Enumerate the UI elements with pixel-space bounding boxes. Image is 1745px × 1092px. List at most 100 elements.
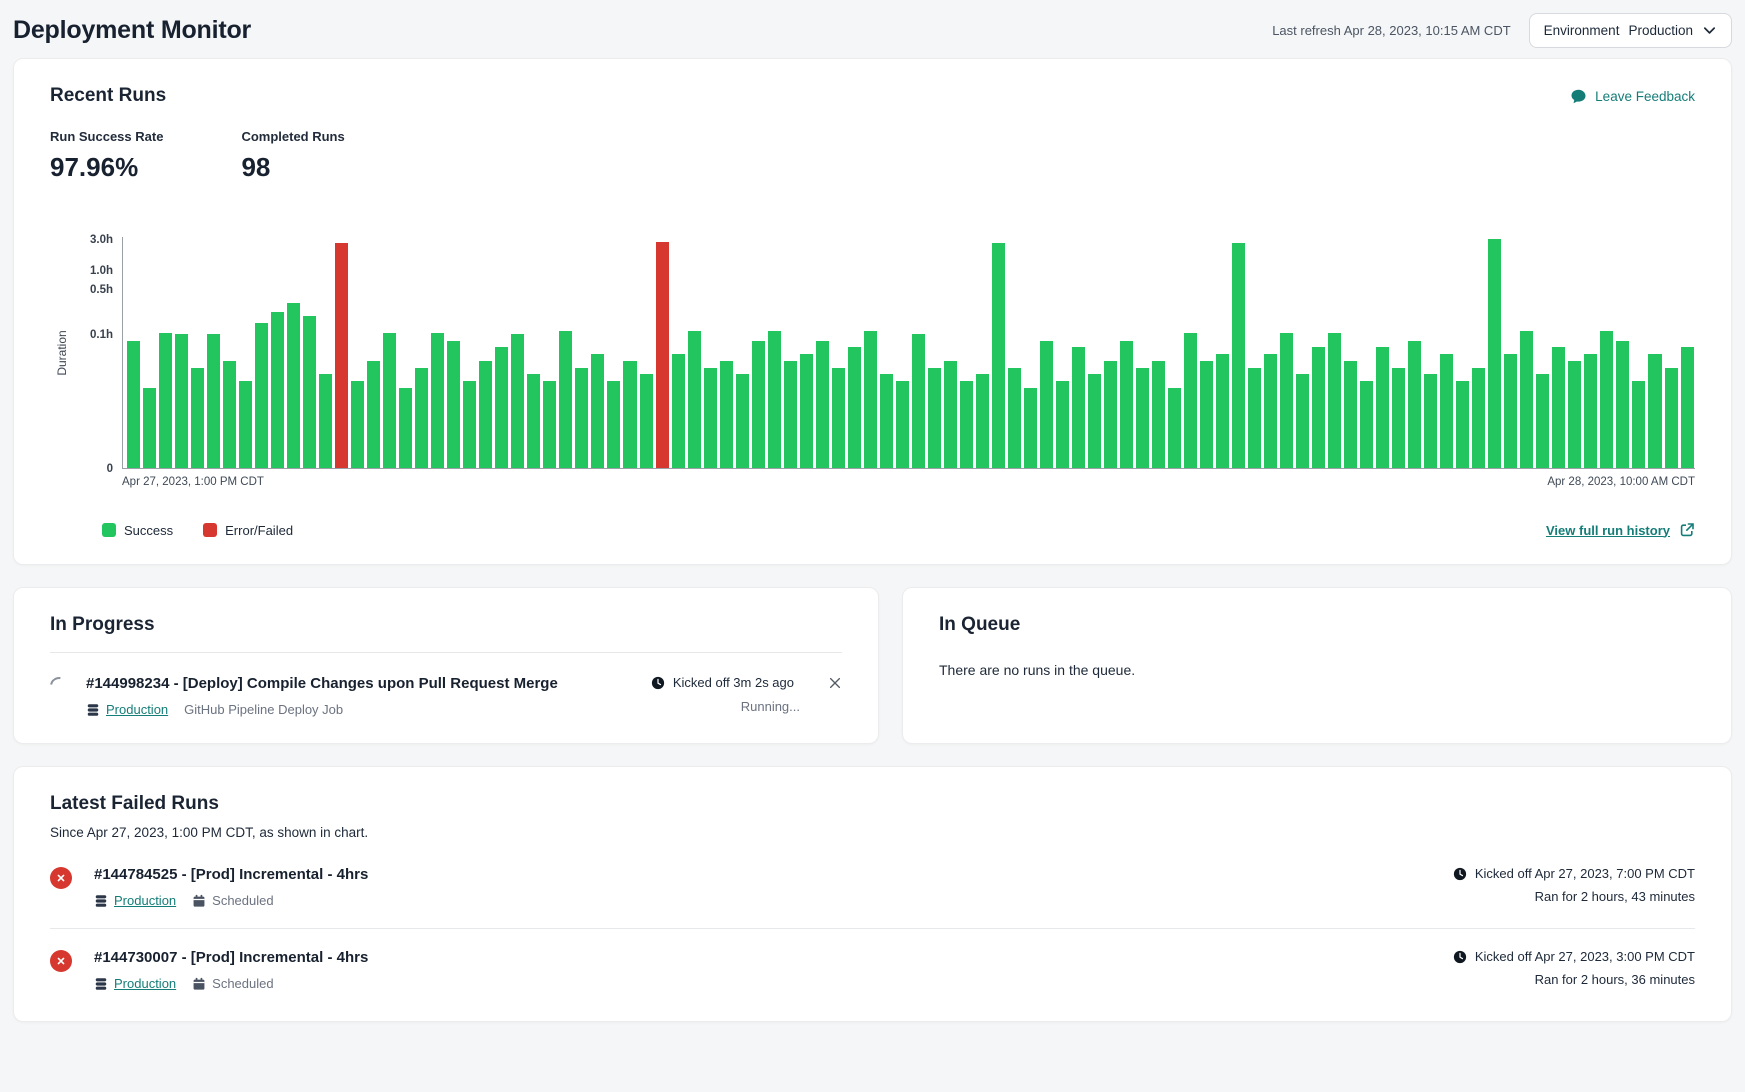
run-bar-success[interactable] <box>207 334 221 468</box>
run-bar-success[interactable] <box>495 347 509 468</box>
run-bar-success[interactable] <box>991 243 1005 468</box>
close-icon[interactable] <box>828 676 842 690</box>
run-bar-success[interactable] <box>1103 360 1117 468</box>
run-bar-success[interactable] <box>143 387 157 468</box>
run-bar-success[interactable] <box>879 374 893 468</box>
run-bar-success[interactable] <box>1344 360 1358 468</box>
run-bar-success[interactable] <box>1520 331 1534 468</box>
run-bar-success[interactable] <box>543 380 557 468</box>
run-bar-success[interactable] <box>815 340 829 468</box>
run-bar-success[interactable] <box>463 380 477 468</box>
run-bar-success[interactable] <box>831 367 845 468</box>
run-bar-success[interactable] <box>1296 374 1310 468</box>
run-bar-success[interactable] <box>911 334 925 468</box>
run-bar-success[interactable] <box>1023 387 1037 468</box>
run-bar-success[interactable] <box>1392 367 1406 468</box>
run-bar-success[interactable] <box>1648 354 1662 468</box>
run-bar-success[interactable] <box>1184 332 1198 468</box>
run-bar-success[interactable] <box>895 380 909 468</box>
run-bar-success[interactable] <box>1312 347 1326 468</box>
run-bar-success[interactable] <box>1119 340 1133 468</box>
environment-tag[interactable]: Production <box>94 976 176 991</box>
run-bar-success[interactable] <box>1360 380 1374 468</box>
run-bar-success[interactable] <box>1232 242 1246 468</box>
run-bar-success[interactable] <box>1248 367 1262 468</box>
run-bar-success[interactable] <box>559 331 573 468</box>
run-bar-success[interactable] <box>687 331 701 468</box>
run-bar-success[interactable] <box>1424 374 1438 468</box>
run-bar-success[interactable] <box>1504 354 1518 468</box>
run-bar-success[interactable] <box>1632 380 1646 468</box>
run-bar-success[interactable] <box>271 312 285 468</box>
run-bar-success[interactable] <box>1328 332 1342 468</box>
run-bar-success[interactable] <box>943 360 957 468</box>
run-name[interactable]: #144730007 - [Prod] Incremental - 4hrs <box>94 949 369 966</box>
run-bar-success[interactable] <box>1600 331 1614 468</box>
run-bar-success[interactable] <box>959 380 973 468</box>
run-bar-success[interactable] <box>223 360 237 468</box>
run-bar-success[interactable] <box>767 331 781 468</box>
run-bar-success[interactable] <box>1568 360 1582 468</box>
run-bar-success[interactable] <box>511 334 525 468</box>
run-bar-error[interactable] <box>335 243 349 468</box>
run-bar-success[interactable] <box>1552 347 1566 468</box>
view-full-run-history-link[interactable]: View full run history <box>1546 522 1695 538</box>
environment-link[interactable]: Production <box>106 702 169 717</box>
run-bar-success[interactable] <box>671 354 685 468</box>
run-bar-success[interactable] <box>639 374 653 468</box>
run-bar-success[interactable] <box>1264 354 1278 468</box>
run-bar-success[interactable] <box>863 331 877 468</box>
run-name[interactable]: #144784525 - [Prod] Incremental - 4hrs <box>94 866 369 883</box>
environment-selector[interactable]: Environment Production <box>1528 13 1732 48</box>
run-bar-success[interactable] <box>975 374 989 468</box>
run-bar-success[interactable] <box>735 374 749 468</box>
run-bar-success[interactable] <box>383 332 397 468</box>
run-bar-success[interactable] <box>1152 360 1166 468</box>
run-bar-success[interactable] <box>175 334 189 468</box>
environment-tag[interactable]: Production <box>86 702 168 717</box>
run-bar-success[interactable] <box>1488 239 1502 468</box>
run-bar-success[interactable] <box>1071 347 1085 468</box>
run-bar-error[interactable] <box>655 242 669 468</box>
run-bar-success[interactable] <box>1039 340 1053 468</box>
run-bar-success[interactable] <box>1584 354 1598 468</box>
run-bar-success[interactable] <box>1456 380 1470 468</box>
run-bar-success[interactable] <box>239 380 253 468</box>
run-bar-success[interactable] <box>303 316 317 468</box>
run-bar-success[interactable] <box>1135 367 1149 468</box>
run-bar-success[interactable] <box>1007 367 1021 468</box>
run-bar-success[interactable] <box>159 332 173 468</box>
run-name[interactable]: #144998234 - [Deploy] Compile Changes up… <box>86 675 558 692</box>
run-bar-success[interactable] <box>479 360 493 468</box>
run-bar-success[interactable] <box>719 360 733 468</box>
run-bar-success[interactable] <box>191 367 205 468</box>
run-bar-success[interactable] <box>591 354 605 468</box>
run-bar-success[interactable] <box>1440 354 1454 468</box>
run-bar-success[interactable] <box>607 380 621 468</box>
run-bar-success[interactable] <box>783 360 797 468</box>
run-bar-success[interactable] <box>447 340 461 468</box>
run-bar-success[interactable] <box>1280 332 1294 468</box>
run-bar-success[interactable] <box>351 380 365 468</box>
run-bar-success[interactable] <box>1408 340 1422 468</box>
run-bar-success[interactable] <box>703 367 717 468</box>
run-bar-success[interactable] <box>1616 340 1630 468</box>
run-bar-success[interactable] <box>1087 374 1101 468</box>
run-bar-success[interactable] <box>1536 374 1550 468</box>
environment-tag[interactable]: Production <box>94 893 176 908</box>
environment-link[interactable]: Production <box>114 893 177 908</box>
run-bar-success[interactable] <box>415 367 429 468</box>
environment-link[interactable]: Production <box>114 976 177 991</box>
run-bar-success[interactable] <box>1472 367 1486 468</box>
leave-feedback-link[interactable]: Leave Feedback <box>1570 88 1695 105</box>
run-bar-success[interactable] <box>1168 387 1182 468</box>
run-bar-success[interactable] <box>575 367 589 468</box>
run-bar-success[interactable] <box>751 340 765 468</box>
run-bar-success[interactable] <box>431 332 445 468</box>
run-bar-success[interactable] <box>319 374 333 468</box>
run-bar-success[interactable] <box>799 354 813 468</box>
run-bar-success[interactable] <box>847 347 861 468</box>
run-bar-success[interactable] <box>1376 347 1390 468</box>
run-bar-success[interactable] <box>127 340 141 468</box>
run-bar-success[interactable] <box>1200 360 1214 468</box>
